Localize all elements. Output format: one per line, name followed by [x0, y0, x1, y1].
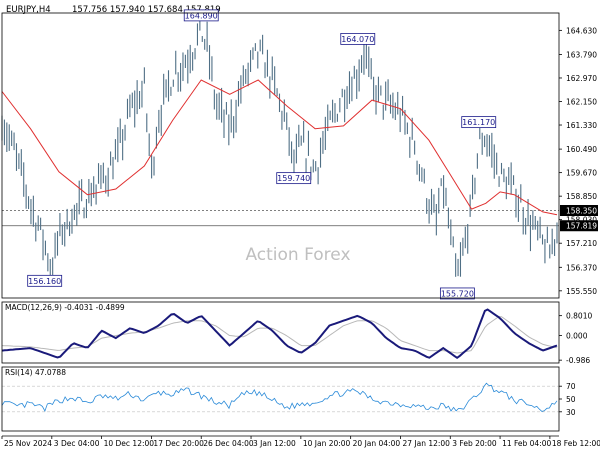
macd-y-tick-label: 0.000 [566, 332, 588, 341]
x-tick-label: 3 Feb 20:00 [452, 439, 497, 448]
x-tick-label: 10 Jan 20:00 [303, 439, 351, 448]
price-label-box [560, 220, 598, 232]
price-annotation-box [183, 9, 219, 22]
price-label-text: 157.819 [566, 222, 597, 231]
symbol-label: EURJPY,H4 [6, 5, 51, 15]
x-tick-label: 20 Jan 04:00 [353, 439, 401, 448]
price-annotation-box [340, 33, 376, 45]
x-tick-label: 27 Jan 12:00 [402, 439, 450, 448]
price-annotation-label: 159.740 [277, 174, 310, 183]
moving-average-line [1, 79, 558, 216]
macd-y-tick-label: 0.8010 [566, 312, 592, 321]
price-y-tick-label: 159.670 [566, 169, 597, 178]
price-annotation-label: 161.170 [462, 118, 495, 127]
price-annotation-box [461, 116, 497, 129]
price-annotation-box [27, 274, 63, 287]
rsi-y-tick-label: 70 [566, 382, 576, 391]
panel-frame [1, 12, 560, 299]
price-panel: 164.890 164.070 161.170 159.740 156.160 155.7… [1, 9, 559, 300]
rsi-y-tick-label: 30 [566, 408, 576, 417]
price-annotation-label: 164.890 [185, 11, 218, 20]
price-y-tick-label: 162.150 [566, 97, 597, 106]
axes: 164.630 163.790 162.970 162.150 161.330 160.4… [1, 12, 600, 448]
price-label-text: 158.350 [566, 207, 597, 216]
macd-line [1, 308, 558, 360]
x-tick-label: 10 Dec 12:00 [104, 439, 155, 448]
rsi-title: RSI(14) 47.0788 [5, 368, 66, 377]
price-y-tick-label: 160.490 [566, 145, 597, 154]
price-annotation-label: 156.160 [28, 277, 61, 286]
x-tick-label: 18 Feb 12:00 [552, 439, 600, 448]
macd-y-tick-label: -0.986 [566, 356, 590, 365]
price-y-tick-label: 155.550 [566, 287, 597, 296]
price-y-tick-label: 156.370 [566, 263, 597, 272]
price-y-tick-label: 162.970 [566, 74, 597, 83]
price-annotation-box [276, 172, 312, 185]
panel-frame [1, 301, 560, 364]
macd-panel: MACD(12,26,9) -0.4031 -0.4899 [1, 303, 558, 360]
price-label-box [560, 205, 598, 217]
rsi-y-tick-label: 50 [566, 395, 576, 404]
x-tick-label: 17 Dec 20:00 [153, 439, 204, 448]
x-tick-label: 3 Jan 12:00 [253, 439, 296, 448]
ohlc-label: 157.756 157.940 157.684 157.819 [72, 5, 221, 15]
price-y-tick-label: 163.790 [566, 50, 597, 59]
x-tick-label: 26 Dec 04:00 [203, 439, 254, 448]
price-annotation-label: 164.070 [341, 35, 374, 44]
x-tick-label: 3 Dec 04:00 [54, 439, 100, 448]
macd-title: MACD(12,26,9) -0.4031 -0.4899 [5, 303, 125, 312]
price-y-tick-label: 158.030 [566, 216, 597, 225]
price-y-tick-label: 164.630 [566, 26, 597, 35]
price-annotation-box [439, 287, 475, 300]
rsi-line [1, 382, 558, 412]
x-tick-label: 11 Feb 04:00 [502, 439, 551, 448]
price-annotation-label: 155.720 [441, 289, 474, 298]
watermark: Action Forex [245, 245, 350, 265]
rsi-panel: RSI(14) 47.0788 [1, 368, 559, 413]
price-y-tick-label: 161.330 [566, 121, 597, 130]
price-y-tick-label: 158.850 [566, 192, 597, 201]
price-y-tick-label: 157.210 [566, 239, 597, 248]
x-tick-label: 25 Nov 2024 [4, 439, 52, 448]
